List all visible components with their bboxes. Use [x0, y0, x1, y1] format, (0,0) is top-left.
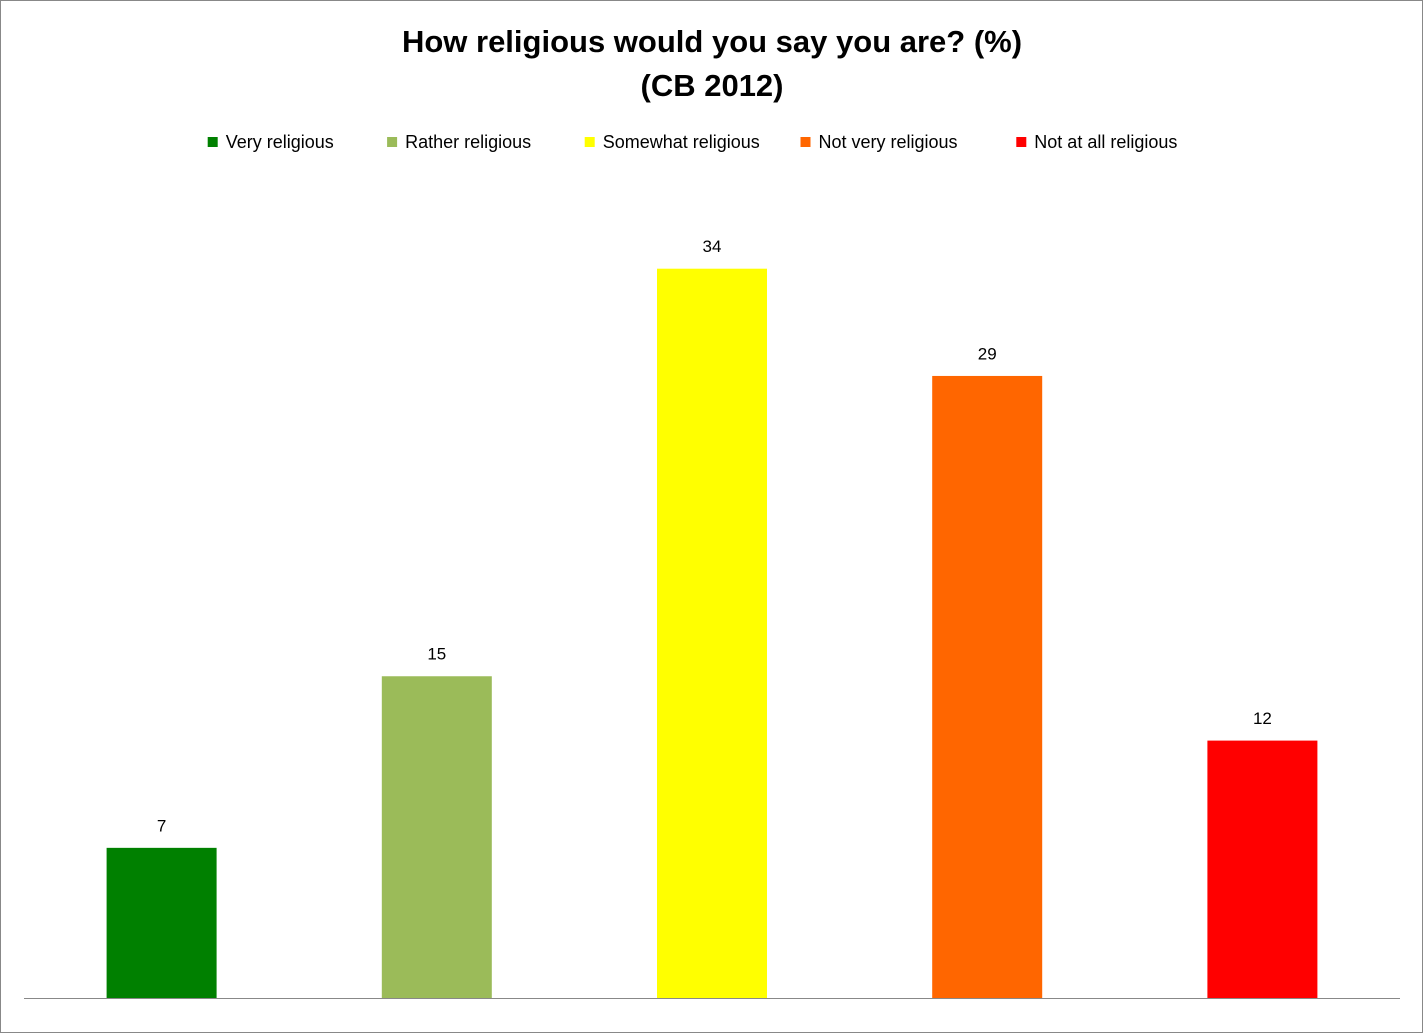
bar	[381, 676, 492, 998]
legend-swatch	[584, 137, 595, 147]
value-label: 29	[978, 344, 997, 363]
bar	[1207, 740, 1318, 998]
value-label: 12	[1253, 709, 1272, 728]
legend-text: Not very religious	[819, 132, 958, 152]
legend-text: Very religious	[226, 132, 334, 152]
value-label: 15	[427, 645, 446, 664]
legend-swatch	[1016, 137, 1027, 147]
value-label: 34	[703, 237, 722, 256]
bar	[932, 375, 1043, 998]
bar	[657, 268, 767, 998]
chart-subtitle: (CB 2012)	[641, 68, 784, 103]
bar	[106, 847, 217, 998]
legend-swatch	[207, 137, 218, 147]
value-label: 7	[157, 816, 166, 835]
chart-title: How religious would you say you are? (%)	[402, 24, 1022, 59]
legend-swatch	[800, 137, 811, 147]
legend-text: Not at all religious	[1034, 132, 1177, 152]
legend-swatch	[387, 137, 398, 147]
legend-text: Somewhat religious	[603, 132, 760, 152]
legend-text: Rather religious	[405, 132, 531, 152]
